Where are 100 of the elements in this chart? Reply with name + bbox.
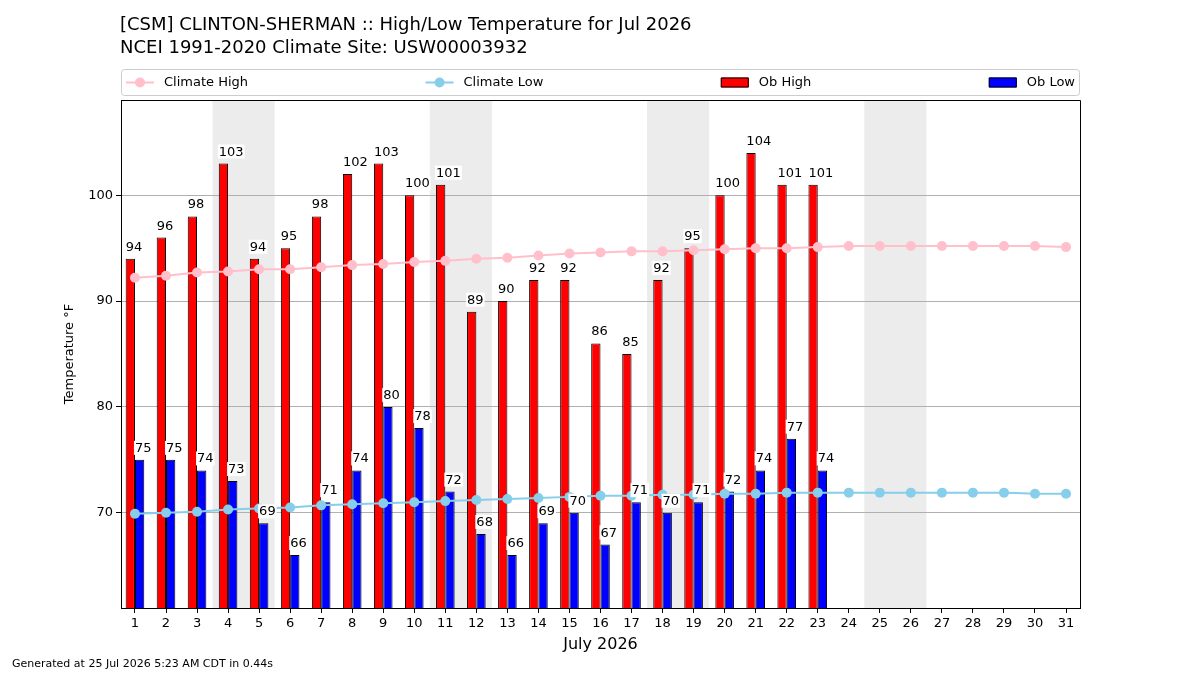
data-label: 74 bbox=[817, 450, 835, 466]
x-tick-label: 14 bbox=[530, 615, 547, 631]
point bbox=[781, 243, 792, 254]
x-tick-label: 28 bbox=[964, 615, 982, 631]
data-label: 74 bbox=[197, 450, 214, 466]
x-tick-label: 19 bbox=[685, 615, 702, 631]
data-label: 66 bbox=[290, 535, 307, 551]
point bbox=[1030, 488, 1040, 499]
point bbox=[440, 255, 451, 266]
data-label: 98 bbox=[187, 196, 205, 212]
point bbox=[843, 487, 854, 498]
point bbox=[998, 241, 1009, 252]
point bbox=[657, 246, 668, 257]
data-label: 94 bbox=[125, 238, 143, 254]
x-tick-label: 3 bbox=[192, 615, 202, 631]
data-label: 89 bbox=[467, 291, 484, 307]
x-tick-label: 23 bbox=[809, 615, 827, 631]
point bbox=[254, 264, 265, 275]
point bbox=[471, 495, 482, 506]
data-label: 68 bbox=[476, 513, 493, 529]
data-label: 100 bbox=[404, 175, 430, 191]
point bbox=[843, 241, 854, 252]
x-tick-label: 13 bbox=[499, 615, 516, 631]
point bbox=[595, 490, 606, 501]
x-tick-label: 2 bbox=[161, 615, 171, 631]
point bbox=[316, 500, 327, 511]
point bbox=[192, 267, 203, 278]
x-tick-label: 29 bbox=[995, 615, 1013, 631]
point bbox=[812, 242, 823, 253]
y-axis-title: Temperature °F bbox=[61, 303, 77, 406]
data-label: 85 bbox=[622, 334, 639, 349]
x-tick-label: 4 bbox=[223, 615, 233, 631]
point bbox=[874, 241, 885, 252]
point bbox=[967, 241, 978, 252]
x-tick-label: 27 bbox=[933, 615, 951, 631]
point bbox=[533, 492, 544, 503]
x-tick-label: 5 bbox=[254, 615, 264, 631]
data-label: 90 bbox=[498, 281, 515, 297]
x-tick-label: 31 bbox=[1057, 615, 1075, 631]
data-label: 70 bbox=[569, 492, 587, 508]
data-label: 74 bbox=[755, 450, 773, 466]
data-label: 75 bbox=[134, 439, 152, 455]
x-tick-label: 15 bbox=[561, 615, 578, 631]
point bbox=[781, 487, 792, 498]
point bbox=[719, 488, 730, 499]
point bbox=[905, 241, 916, 252]
point bbox=[316, 262, 327, 273]
data-label: 98 bbox=[311, 196, 329, 212]
y-tick-label: 80 bbox=[96, 398, 113, 414]
point bbox=[874, 487, 885, 498]
point bbox=[502, 252, 513, 263]
data-label: 104 bbox=[746, 132, 772, 148]
x-tick-label: 9 bbox=[379, 615, 388, 631]
x-tick-label: 16 bbox=[592, 615, 609, 631]
x-axis-title: July 2026 bbox=[562, 633, 638, 653]
point bbox=[750, 488, 761, 499]
legend-label: Climate High bbox=[164, 73, 249, 89]
x-tick-label: 8 bbox=[348, 615, 357, 631]
data-label: 72 bbox=[724, 471, 742, 487]
data-label: 92 bbox=[560, 259, 577, 275]
y-tick-label: 70 bbox=[96, 504, 113, 520]
point bbox=[223, 266, 234, 277]
point bbox=[1030, 241, 1040, 252]
point bbox=[564, 248, 575, 259]
data-label: 70 bbox=[662, 492, 680, 508]
legend-label: Ob Low bbox=[1026, 73, 1076, 89]
data-label: 101 bbox=[436, 164, 461, 180]
point bbox=[936, 487, 947, 498]
chart-subtitle: NCEI 1991-2020 Climate Site: USW00003932 bbox=[120, 36, 528, 58]
x-tick-label: 17 bbox=[623, 615, 640, 631]
y-tick-label: 90 bbox=[96, 292, 113, 308]
point bbox=[440, 496, 451, 507]
data-label: 92 bbox=[529, 259, 546, 275]
data-label: 96 bbox=[156, 217, 174, 233]
data-label: 72 bbox=[445, 471, 462, 487]
point bbox=[409, 256, 420, 267]
data-label: 103 bbox=[373, 143, 399, 159]
x-tick-label: 18 bbox=[654, 615, 671, 631]
x-tick-label: 26 bbox=[902, 615, 920, 631]
data-label: 86 bbox=[591, 323, 608, 339]
data-label: 71 bbox=[631, 482, 649, 498]
data-label: 66 bbox=[507, 535, 524, 551]
point bbox=[471, 253, 482, 264]
point bbox=[998, 487, 1009, 498]
data-label: 74 bbox=[352, 450, 369, 466]
x-tick-label: 1 bbox=[130, 615, 140, 631]
y-tick-label: 100 bbox=[88, 186, 113, 202]
point bbox=[719, 244, 730, 255]
data-label: 71 bbox=[321, 482, 338, 498]
x-tick-label: 25 bbox=[871, 615, 889, 631]
point bbox=[533, 250, 544, 261]
x-tick-label: 22 bbox=[778, 615, 795, 631]
point bbox=[812, 487, 823, 498]
data-label: 92 bbox=[653, 259, 670, 275]
data-label: 69 bbox=[538, 503, 555, 519]
point bbox=[285, 264, 296, 275]
x-tick-label: 30 bbox=[1026, 615, 1044, 631]
legend-label: Climate Low bbox=[463, 73, 544, 89]
x-tick-label: 12 bbox=[468, 615, 485, 631]
data-label: 69 bbox=[259, 503, 276, 519]
